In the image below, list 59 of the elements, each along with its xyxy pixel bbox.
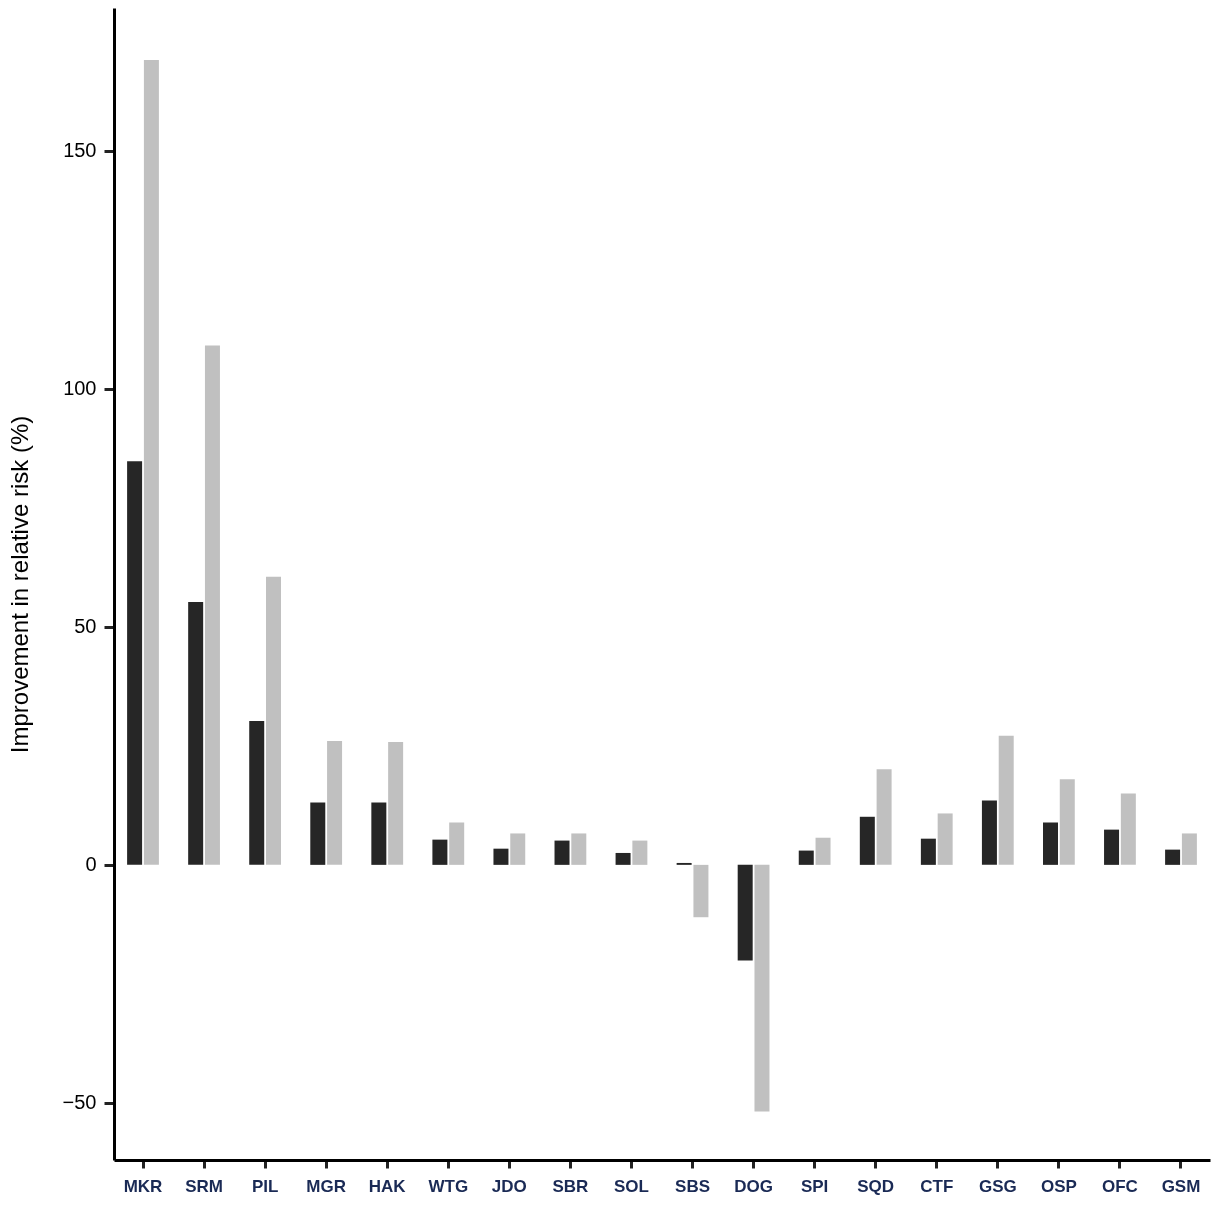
bar [1165, 849, 1181, 865]
bar [754, 864, 770, 1112]
x-tick-label: SOL [613, 1176, 649, 1196]
x-tick-label: MKR [123, 1176, 163, 1196]
bar [981, 800, 997, 865]
bar [127, 461, 143, 865]
x-tick-label: PIL [251, 1176, 279, 1196]
bar [143, 59, 159, 865]
bar [1104, 829, 1120, 865]
bar [798, 850, 814, 865]
x-tick-label: SRM [185, 1176, 223, 1196]
y-tick-label: −50 [62, 1091, 97, 1114]
y-axis-title: Improvement in relative risk (%) [5, 415, 33, 754]
bar [449, 822, 465, 865]
x-tick-label: SBR [552, 1176, 589, 1196]
bar [510, 833, 526, 865]
x-tick-label: OFC [1101, 1176, 1138, 1196]
x-tick-label: MGR [306, 1176, 347, 1196]
bar [188, 602, 204, 865]
bar [371, 802, 387, 865]
bar [493, 848, 509, 865]
bar [554, 840, 570, 865]
x-tick-label: CTF [920, 1176, 954, 1196]
bar [1120, 793, 1136, 865]
bar [876, 769, 892, 865]
bar [1042, 822, 1058, 865]
x-tick-label: GSG [978, 1176, 1017, 1196]
bar [432, 839, 448, 865]
x-tick-label: GSM [1161, 1176, 1201, 1196]
bar [859, 816, 875, 865]
bar [266, 576, 282, 865]
bar [615, 852, 631, 865]
x-tick-label: JDO [491, 1176, 527, 1196]
bar [920, 838, 936, 865]
x-tick-label: DOG [734, 1176, 773, 1196]
x-tick-label: WTG [428, 1176, 469, 1196]
y-tick-label: 150 [63, 139, 97, 162]
bar [571, 833, 587, 865]
bar [249, 721, 265, 865]
x-tick-label: OSP [1040, 1176, 1077, 1196]
bar [632, 840, 648, 865]
bar [737, 864, 753, 961]
x-tick-label: SPI [800, 1176, 829, 1196]
bar [937, 813, 953, 865]
x-tick-label: SQD [857, 1176, 895, 1196]
bar [1181, 833, 1197, 865]
bar [327, 741, 343, 865]
bar [204, 345, 220, 865]
x-tick-label: HAK [368, 1176, 407, 1196]
bar [693, 864, 709, 918]
bar [1059, 779, 1075, 865]
y-tick-label: 100 [63, 377, 97, 400]
y-tick-label: 50 [74, 615, 97, 638]
y-tick-label: 0 [85, 853, 97, 876]
x-tick-label: SBS [675, 1176, 711, 1196]
bar [388, 742, 404, 865]
bar [310, 802, 326, 865]
bar [815, 837, 831, 865]
bar [998, 735, 1014, 865]
